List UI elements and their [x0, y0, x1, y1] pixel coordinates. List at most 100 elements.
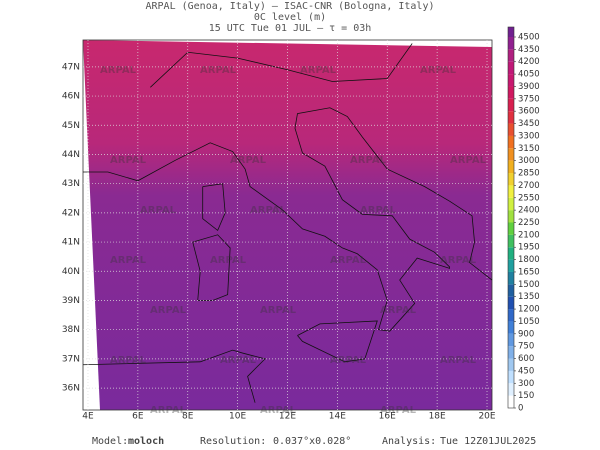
colorbar-box: [508, 333, 514, 347]
lat-label: 40N: [62, 267, 80, 277]
field: [83, 40, 492, 410]
footer-label: Analysis:: [382, 436, 436, 447]
watermark: ARPAL: [440, 355, 477, 366]
colorbar-label: 150: [518, 391, 534, 401]
colorbar-label: 2550: [518, 193, 540, 203]
lat-label: 44N: [62, 150, 80, 160]
watermark: ARPAL: [450, 155, 487, 166]
lat-label: 45N: [62, 121, 80, 131]
colorbar-box: [508, 395, 514, 408]
watermark: ARPAL: [260, 305, 297, 316]
watermark: ARPAL: [150, 305, 187, 316]
lon-label: 12E: [279, 412, 296, 422]
lon-label: 4E: [82, 412, 94, 422]
lon-label: 6E: [132, 412, 144, 422]
colorbar-box: [508, 135, 514, 149]
colorbar-cap: [508, 27, 514, 37]
colorbar-label: 4050: [518, 70, 540, 80]
watermark: ARPAL: [110, 255, 147, 266]
footer-value: Tue 12Z01JUL2025: [440, 436, 536, 447]
colorbar-box: [508, 123, 514, 136]
lat-label: 39N: [62, 296, 80, 306]
colorbar-label: 2250: [518, 218, 540, 228]
colorbar-box: [508, 383, 514, 396]
watermark: ARPAL: [360, 205, 397, 216]
coastline: [82, 349, 266, 403]
colorbar-box: [508, 160, 514, 174]
colorbar-label: 0: [518, 404, 523, 414]
colorbar-label: 450: [518, 366, 534, 376]
watermark: ARPAL: [200, 65, 237, 76]
colorbar-label: 600: [518, 354, 534, 364]
lat-label: 36N: [62, 384, 80, 394]
coastline: [192, 234, 231, 301]
colorbar-box: [508, 370, 514, 384]
colorbar-label: 3300: [518, 131, 540, 141]
colorbar-label: 1050: [518, 317, 540, 327]
watermark: ARPAL: [250, 205, 287, 216]
footer-value: 0.037°x0.028°: [273, 436, 351, 447]
lat-label: 37N: [62, 354, 80, 364]
colorbar-box: [508, 74, 514, 87]
colorbar-label: 1800: [518, 255, 540, 265]
colorbar-label: 3600: [518, 107, 540, 117]
coastline: [83, 107, 493, 332]
coastline: [297, 320, 378, 363]
watermark: ARPAL: [380, 305, 417, 316]
footer-label: Resolution:: [200, 436, 266, 447]
watermark: ARPAL: [440, 255, 477, 266]
colorbar-label: 1200: [518, 305, 540, 315]
colorbar-label: 300: [518, 379, 534, 389]
lon-label: 14E: [329, 412, 346, 422]
title-line: 15 UTC Tue 01 JUL – τ = 03h: [209, 23, 372, 34]
lat-label: 41N: [62, 238, 80, 248]
lat-label: 38N: [62, 325, 80, 335]
title-line: ARPAL (Genoa, Italy) – ISAC-CNR (Bologna…: [146, 1, 435, 12]
watermark: ARPAL: [330, 255, 367, 266]
colorbar-box: [508, 271, 514, 285]
colorbar-label: 1500: [518, 280, 540, 290]
coastlines: [82, 43, 493, 403]
colorbar-box: [508, 346, 514, 359]
lon-label: 10E: [229, 412, 246, 422]
colorbar-label: 900: [518, 329, 534, 339]
colorbar-label: 1350: [518, 292, 540, 302]
colorbar-box: [508, 37, 514, 50]
coastline: [202, 183, 226, 232]
colorbar-box: [508, 234, 514, 248]
watermark: ARPAL: [420, 65, 457, 76]
watermark: ARPAL: [330, 355, 367, 366]
colorbar-box: [508, 358, 514, 371]
colorbar-label: 2850: [518, 169, 540, 179]
colorbar-box: [508, 98, 514, 112]
footer-label: Model:: [92, 436, 128, 447]
watermark: ARPAL: [110, 155, 147, 166]
lon-label: 18E: [429, 412, 446, 422]
lat-label: 42N: [62, 208, 80, 218]
colorbar-label: 2400: [518, 206, 540, 216]
colorbar-box: [508, 49, 514, 62]
colorbar-label: 1950: [518, 243, 540, 253]
lat-label: 47N: [62, 62, 80, 72]
colorbar-box: [508, 284, 514, 297]
watermark: ARPAL: [220, 355, 257, 366]
colorbar-frame: [507, 26, 515, 409]
watermark: ARPAL: [350, 155, 387, 166]
colorbar-box: [508, 309, 514, 322]
watermark: ARPAL: [380, 405, 417, 416]
colorbar-label: 1650: [518, 267, 540, 277]
lat-label: 46N: [62, 92, 80, 102]
watermark: ARPAL: [230, 155, 267, 166]
graticule: 36N 37N 38N 39N 40N 41N 42N 43N 44N 45N 46N 47N 4E 6E…: [62, 40, 496, 422]
colorbar-label: 3900: [518, 82, 540, 92]
lon-label: 8E: [182, 412, 194, 422]
watermark: ARPAL: [210, 255, 247, 266]
colorbar-box: [508, 210, 514, 223]
colorbar-label: 3150: [518, 144, 540, 154]
lon-label: 16E: [379, 412, 396, 422]
colorbar-box: [508, 321, 514, 334]
colorbar-label: 3000: [518, 156, 540, 166]
watermark: ARPAL: [140, 205, 177, 216]
colorbar-box: [508, 61, 514, 75]
